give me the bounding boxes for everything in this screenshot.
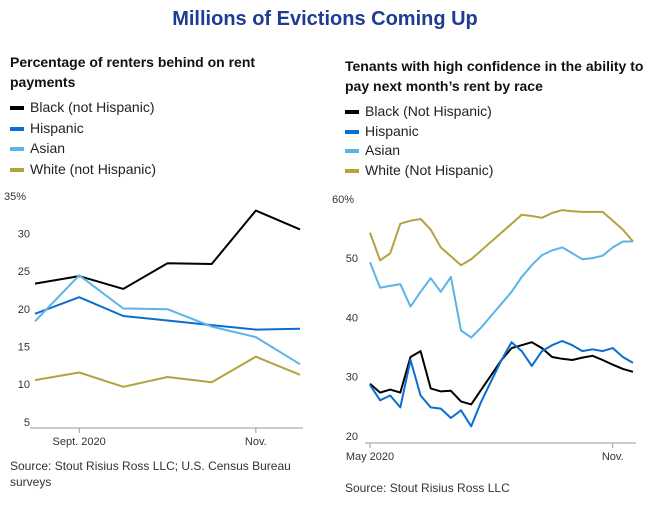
y-tick-label: 50 [346,253,358,265]
source-note: Source: Stout Risius Ross LLC; U.S. Cens… [10,459,291,489]
y-tick-label: 15 [18,342,30,354]
legend-entry: Black (Not Hispanic) [345,101,492,121]
y-tick-label: 40 [346,312,358,324]
y-tick-label: 25 [18,266,30,278]
legend-entry: Asian [345,140,400,160]
legend-label: White (Not Hispanic) [365,161,494,178]
page-title: Millions of Evictions Coming Up [172,8,478,30]
legend-swatch [345,129,359,134]
chart-title: Tenants with high confidence in the abil… [345,58,644,94]
x-tick-label: May 2020 [346,451,394,463]
legend-label: Asian [30,140,66,156]
series-line [34,274,301,366]
legend-entry: Asian [10,138,65,158]
legend-swatch [345,149,359,154]
legend-entry: Black (not Hispanic) [10,97,155,117]
legend-label: Hispanic [365,122,419,139]
legend-swatch [10,106,24,111]
y-tick-label: 20 [18,304,30,316]
y-tick-label: 10 [18,379,30,391]
legend-swatch [10,147,24,152]
x-tick-label: Nov. [245,436,267,448]
y-tick-label: 35% [4,191,26,203]
series-line [34,209,301,290]
x-tick-label: Sept. 2020 [53,436,106,448]
series-line [369,209,634,267]
legend-label: Asian [365,142,401,158]
series-line [369,240,633,339]
legend-swatch [345,110,359,115]
series-line [369,341,634,406]
series-line [34,296,301,331]
y-tick-label: 5 [24,417,30,429]
legend-entry: White (Not Hispanic) [345,160,493,180]
legend-entry: Hispanic [345,121,419,141]
y-tick-label: 60% [332,194,354,206]
legend-entry: Hispanic [10,118,84,138]
y-tick-label: 20 [346,431,358,443]
source-note: Source: Stout Risius Ross LLC [345,481,510,495]
legend-label: Black (Not Hispanic) [365,103,492,119]
y-tick-label: 30 [18,229,30,241]
legend-swatch [345,168,359,173]
legend-label: Black (not Hispanic) [30,99,155,115]
legend-swatch [10,167,24,172]
x-tick-label: Nov. [602,451,624,463]
chart-title: Percentage of renters behind on rent pay… [10,54,256,90]
series-line [34,355,301,388]
legend-swatch [10,126,24,131]
legend-label: White (not Hispanic) [30,160,157,177]
legend-entry: White (not Hispanic) [10,159,156,179]
y-tick-label: 30 [346,372,358,384]
series-line [369,340,634,428]
legend-label: Hispanic [30,119,84,136]
